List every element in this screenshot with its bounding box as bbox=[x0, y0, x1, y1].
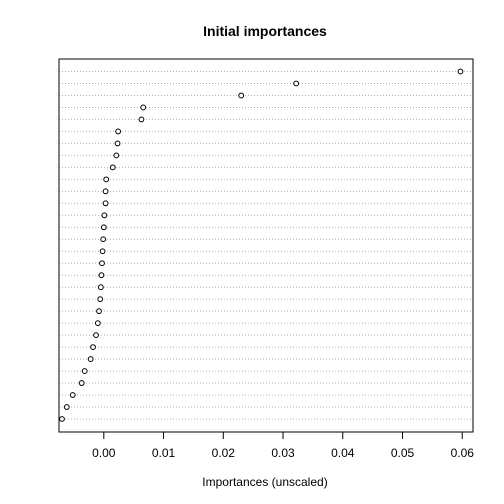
data-point bbox=[238, 92, 245, 99]
data-point bbox=[140, 104, 147, 111]
data-point bbox=[90, 344, 96, 351]
data-point bbox=[115, 128, 122, 135]
data-point bbox=[102, 188, 109, 195]
data-point bbox=[103, 176, 110, 183]
x-axis-label: Importances (unscaled) bbox=[202, 475, 327, 489]
data-point bbox=[97, 296, 104, 303]
data-point bbox=[59, 416, 65, 422]
data-point bbox=[102, 200, 109, 207]
x-tick-label: 0.04 bbox=[331, 446, 355, 460]
data-point bbox=[93, 332, 99, 339]
plot-frame bbox=[58, 58, 474, 433]
data-point bbox=[99, 248, 106, 255]
x-tick-label: 0.05 bbox=[391, 446, 415, 460]
x-axis: 0.00 0.01 0.02 0.03 0.04 0.05 0.06 bbox=[92, 431, 475, 460]
data-point bbox=[113, 152, 120, 159]
x-tick-label: 0.03 bbox=[271, 446, 295, 460]
data-point bbox=[87, 356, 94, 362]
data-point bbox=[96, 308, 102, 315]
data-point bbox=[109, 164, 116, 171]
data-point bbox=[138, 116, 145, 123]
data-point bbox=[100, 224, 107, 231]
data-point bbox=[69, 392, 76, 398]
data-point bbox=[99, 260, 105, 267]
data-point bbox=[293, 80, 300, 87]
data-point bbox=[101, 212, 108, 219]
chart-title: Initial importances bbox=[203, 23, 327, 39]
data-points bbox=[59, 68, 464, 422]
data-point bbox=[98, 272, 105, 279]
data-point bbox=[94, 320, 101, 327]
data-point bbox=[63, 404, 70, 410]
data-point bbox=[78, 380, 85, 386]
x-tick-label: 0.02 bbox=[212, 446, 236, 460]
x-tick-label: 0.01 bbox=[152, 446, 176, 460]
x-tick-label: 0.06 bbox=[451, 446, 475, 460]
data-point bbox=[114, 140, 121, 147]
grid-lines bbox=[59, 71, 473, 420]
x-tick-label: 0.00 bbox=[92, 446, 116, 460]
data-point bbox=[457, 68, 464, 75]
data-point bbox=[81, 368, 88, 374]
data-point bbox=[97, 284, 104, 291]
data-point bbox=[100, 236, 107, 243]
